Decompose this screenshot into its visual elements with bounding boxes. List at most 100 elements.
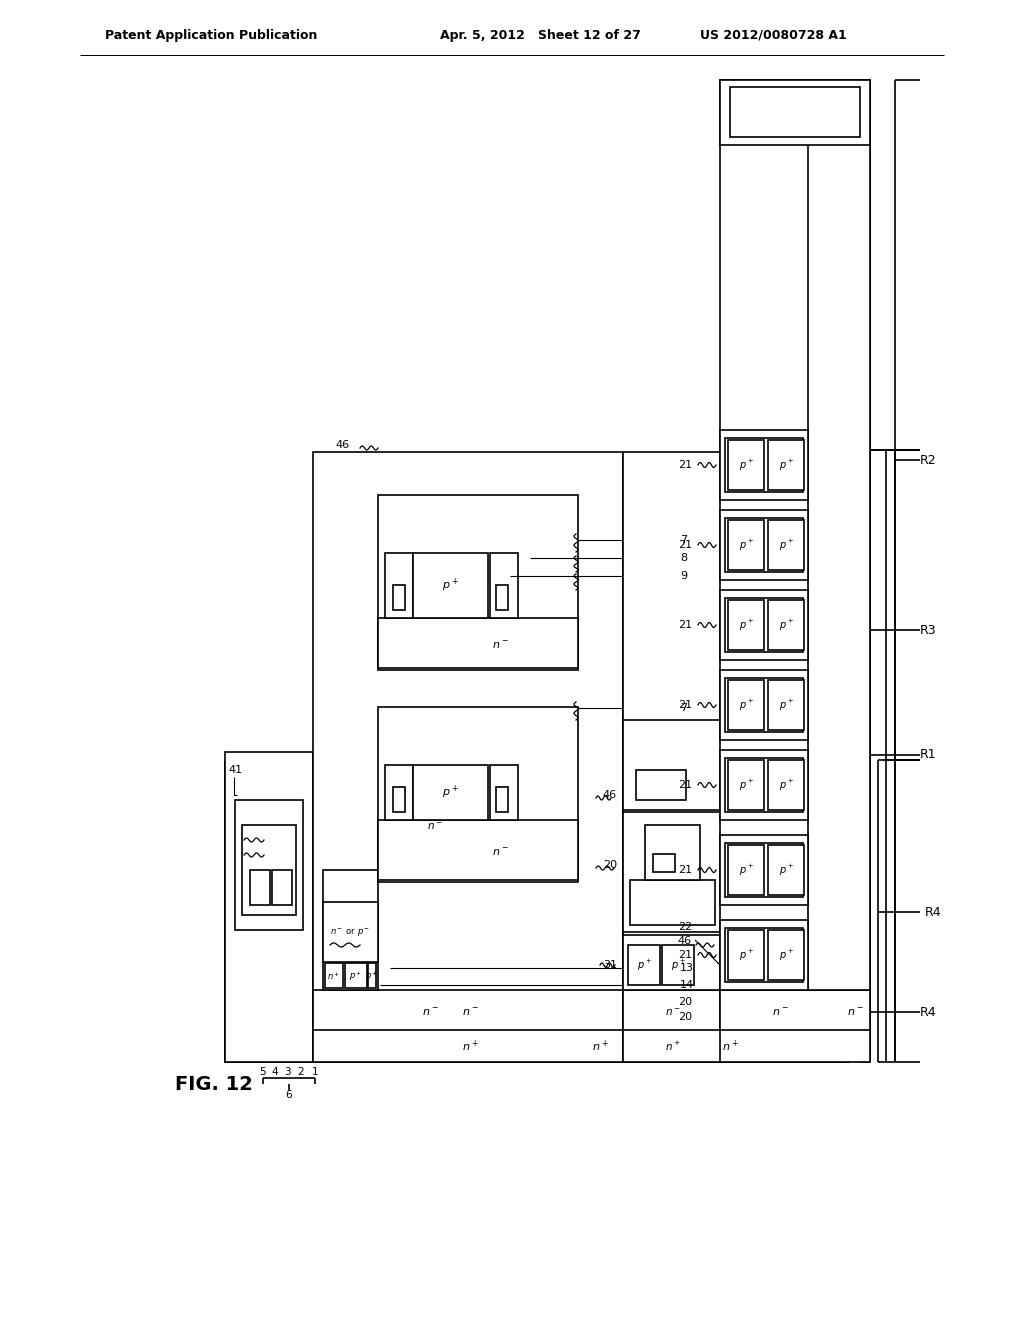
Text: $n^-$: $n^-$ (462, 1006, 478, 1018)
Text: 46: 46 (335, 440, 349, 450)
Bar (728, 520, 764, 570)
Bar (323, 902, 378, 962)
Text: 41: 41 (228, 766, 242, 775)
Text: 21: 21 (678, 540, 692, 550)
Text: $p^+$: $p^+$ (778, 948, 794, 962)
Bar (623, 812, 723, 932)
Text: 20: 20 (678, 1012, 692, 1022)
Text: 21: 21 (678, 950, 692, 960)
Bar (225, 762, 310, 1063)
Text: Patent Application Publication: Patent Application Publication (105, 29, 317, 41)
Text: 21: 21 (678, 700, 692, 710)
Text: 7: 7 (680, 704, 687, 713)
Text: 8: 8 (680, 553, 687, 564)
Text: 22: 22 (678, 921, 692, 932)
Text: $p^+$: $p^+$ (441, 577, 459, 594)
Bar (313, 451, 623, 1063)
Bar (242, 825, 296, 915)
Text: 7: 7 (680, 535, 687, 545)
Text: $p^+$: $p^+$ (778, 862, 794, 878)
Bar (768, 520, 804, 570)
Bar (720, 510, 808, 579)
Bar (725, 517, 803, 572)
Text: $p^+$: $p^+$ (441, 783, 459, 801)
Bar (623, 719, 723, 810)
Bar (720, 836, 808, 906)
Bar (768, 440, 804, 490)
Bar (720, 671, 808, 741)
Bar (725, 438, 803, 492)
Bar (323, 870, 378, 990)
Text: $p^+$: $p^+$ (671, 957, 685, 973)
Text: 46: 46 (603, 789, 617, 800)
Text: $p^+$: $p^+$ (738, 862, 754, 878)
Bar (720, 430, 808, 500)
Bar (636, 770, 686, 800)
Text: 1: 1 (311, 1067, 318, 1077)
Text: $n^-$: $n^-$ (492, 846, 508, 858)
Bar (313, 990, 623, 1030)
Bar (345, 964, 367, 987)
Text: $n^-$: $n^-$ (847, 1006, 863, 1018)
Bar (393, 787, 406, 812)
Bar (768, 931, 804, 979)
Text: $n^-$ or $p^-$: $n^-$ or $p^-$ (330, 927, 370, 939)
Text: $p^+$: $p^+$ (349, 969, 362, 983)
Bar (623, 935, 723, 990)
Bar (728, 931, 764, 979)
Text: $p^+$: $p^+$ (778, 458, 794, 473)
Bar (628, 945, 660, 985)
Bar (768, 601, 804, 649)
Bar (368, 964, 376, 987)
Text: R4: R4 (925, 906, 942, 919)
Text: 3: 3 (284, 1067, 291, 1077)
Bar (393, 585, 406, 610)
Bar (725, 758, 803, 812)
Bar (728, 680, 764, 730)
Bar (496, 787, 508, 812)
Bar (496, 585, 508, 610)
Text: 6: 6 (286, 1090, 292, 1100)
Bar (720, 590, 808, 660)
Bar (725, 843, 803, 898)
Bar (728, 440, 764, 490)
Bar (720, 81, 870, 1063)
Text: 21: 21 (678, 620, 692, 630)
Bar (378, 495, 578, 671)
Bar (325, 964, 343, 987)
Bar (720, 990, 870, 1030)
Text: 31: 31 (603, 960, 617, 970)
Bar (730, 87, 860, 137)
Bar (720, 81, 870, 145)
Text: R1: R1 (920, 748, 937, 762)
Bar (378, 618, 578, 668)
Bar (720, 920, 808, 990)
Text: $p^+$: $p^+$ (738, 458, 754, 473)
Text: $n^+$: $n^+$ (722, 1039, 738, 1053)
Bar (490, 553, 518, 618)
Text: $n^-$: $n^-$ (422, 1006, 438, 1018)
Bar (725, 598, 803, 652)
Bar (378, 820, 578, 880)
Text: $p^+$: $p^+$ (738, 697, 754, 713)
Bar (234, 800, 303, 931)
Text: 4: 4 (271, 1067, 279, 1077)
Text: 21: 21 (678, 865, 692, 875)
Bar (623, 451, 723, 1063)
Text: $n^-$: $n^-$ (666, 1006, 681, 1018)
Bar (808, 120, 870, 990)
Bar (623, 990, 723, 1030)
Bar (630, 880, 715, 925)
Text: $n^+$: $n^+$ (462, 1039, 478, 1053)
Text: 13: 13 (680, 964, 694, 973)
Bar (728, 760, 764, 810)
Bar (768, 680, 804, 730)
Text: R3: R3 (920, 623, 937, 636)
Bar (720, 750, 808, 820)
Text: $p^+$: $p^+$ (738, 777, 754, 792)
Bar (413, 553, 488, 618)
Text: 2: 2 (298, 1067, 304, 1077)
Text: $p^+$: $p^+$ (738, 948, 754, 962)
Text: 5: 5 (260, 1067, 266, 1077)
Bar (378, 708, 578, 882)
